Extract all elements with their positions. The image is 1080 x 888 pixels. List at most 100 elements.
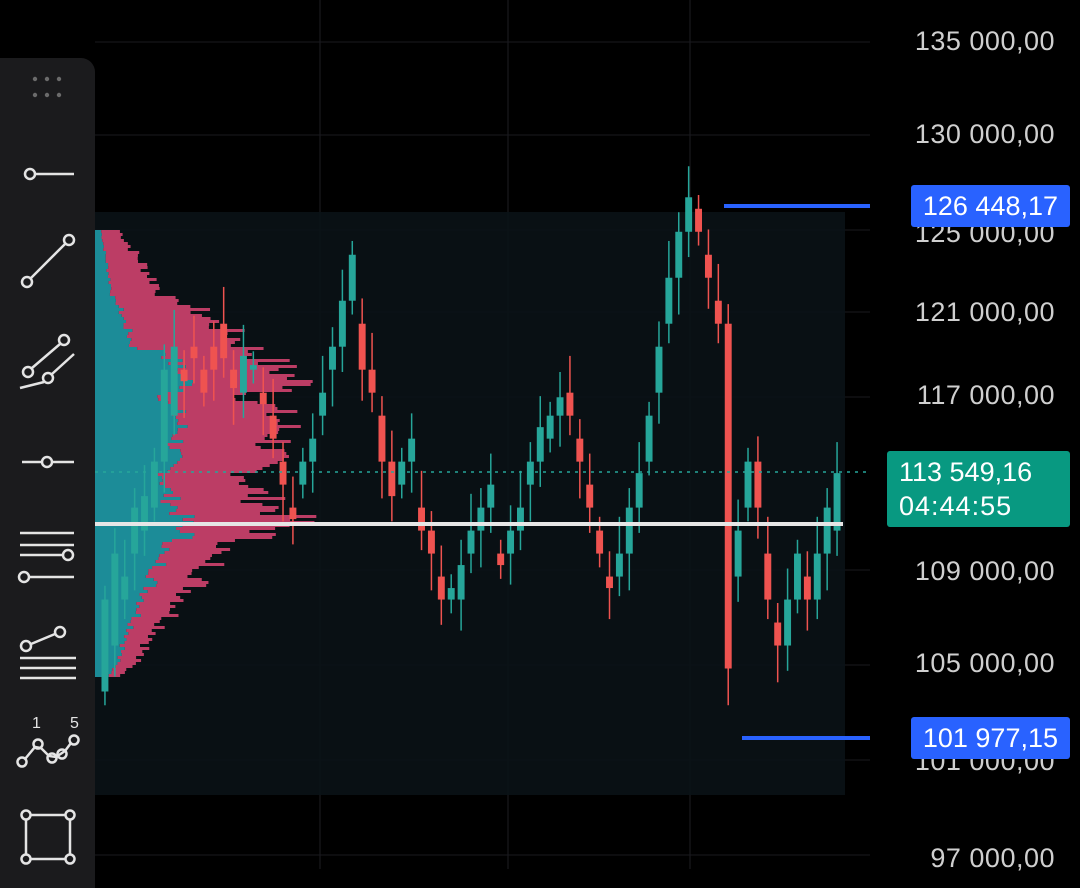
profile-bar-down: [180, 497, 286, 500]
candle-body: [319, 392, 327, 416]
drag-handle-icon[interactable]: [32, 76, 64, 100]
profile-bar-up: [95, 461, 178, 464]
profile-bar-up: [95, 302, 116, 305]
candle-body: [546, 415, 554, 439]
profile-bar-up: [95, 437, 172, 440]
profile-bar-down: [128, 632, 156, 635]
profile-bar-up: [95, 482, 160, 485]
profile-bar-down: [167, 470, 257, 473]
candle-body: [685, 197, 693, 232]
y-tick-117000: 117 000,00: [916, 380, 1055, 410]
horizontal-line-tool[interactable]: [0, 418, 95, 498]
profile-bar-up: [95, 272, 109, 275]
profile-bar-up: [95, 404, 177, 407]
profile-bar-up: [95, 638, 127, 641]
profile-bar-up: [95, 341, 130, 344]
profile-bar-up: [95, 398, 159, 401]
rectangle-icon: [20, 809, 76, 865]
profile-bar-down: [192, 383, 311, 386]
price-chart[interactable]: [0, 0, 1080, 869]
trend-line-tool[interactable]: [0, 220, 95, 300]
candle-body: [309, 438, 317, 462]
horizontal-ray-icon: [23, 167, 74, 181]
pitchfork-tool[interactable]: [0, 610, 95, 690]
horizontal-ray-tool[interactable]: [0, 128, 95, 208]
profile-bar-up: [95, 479, 163, 482]
y-tick-97000: 97 000,00: [930, 843, 1055, 873]
profile-bar-down: [164, 551, 222, 554]
pattern-label-1: 1: [32, 715, 41, 732]
profile-bar-down: [143, 599, 184, 602]
profile-bar-down: [184, 374, 295, 377]
pitchfork-icon: [19, 625, 76, 680]
profile-bar-down: [167, 443, 256, 446]
candle-body: [556, 397, 564, 416]
profile-bar-up: [95, 350, 164, 353]
rectangle-tool[interactable]: [0, 793, 95, 873]
profile-bar-up: [95, 455, 183, 458]
parallel-channel-tool[interactable]: [0, 320, 95, 400]
profile-bar-down: [112, 668, 127, 671]
candle-body: [249, 365, 257, 370]
profile-bar-up: [95, 569, 149, 572]
profile-bar-down: [139, 593, 177, 596]
profile-bar-up: [95, 374, 185, 377]
profile-bar-down: [130, 620, 160, 623]
profile-bar-up: [95, 497, 181, 500]
profile-bar-down: [180, 449, 285, 452]
profile-bar-up: [95, 575, 146, 578]
candle-body: [230, 369, 238, 389]
profile-bar-up: [95, 434, 173, 437]
fib-retracement-tool[interactable]: [0, 513, 95, 593]
profile-bar-down: [105, 257, 138, 260]
candle-body: [655, 346, 663, 393]
profile-bar-up: [95, 599, 144, 602]
profile-bar-up: [95, 359, 183, 362]
profile-bar-down: [101, 236, 121, 239]
candle-body: [833, 473, 841, 531]
profile-bar-down: [115, 299, 179, 302]
profile-bar-down: [172, 413, 267, 416]
candle-body: [635, 473, 643, 508]
profile-bar-down: [166, 563, 225, 566]
profile-bar-up: [95, 545, 162, 548]
profile-bar-down: [155, 560, 206, 563]
candle-body: [724, 323, 732, 669]
profile-bar-up: [95, 467, 171, 470]
profile-bar-down: [171, 539, 235, 542]
profile-bar-up: [95, 242, 104, 245]
xabcd-pattern-tool[interactable]: 1 5: [0, 698, 95, 778]
profile-bar-up: [95, 314, 122, 317]
profile-bar-up: [95, 317, 124, 320]
candle-body: [526, 461, 534, 485]
profile-bar-up: [95, 293, 110, 296]
profile-bar-up: [95, 251, 107, 254]
candle-body: [714, 300, 722, 324]
profile-bar-down: [145, 575, 188, 578]
profile-bar-down: [106, 251, 140, 254]
profile-bar-down: [110, 290, 156, 293]
profile-bar-down: [177, 368, 279, 371]
profile-bar-down: [155, 473, 231, 476]
profile-bar-up: [95, 263, 109, 266]
candle-body: [329, 346, 336, 370]
profile-bar-up: [95, 536, 193, 539]
profile-bar-up: [95, 401, 169, 404]
candle-body: [586, 484, 594, 508]
profile-bar-up: [95, 494, 164, 497]
candle-body: [378, 415, 386, 462]
profile-bar-down: [105, 260, 139, 263]
profile-bar-down: [137, 347, 264, 350]
profile-bar-down: [172, 434, 268, 437]
candle-body: [457, 565, 465, 600]
candle-body: [734, 530, 742, 577]
candle-body: [794, 553, 801, 600]
profile-bar-down: [133, 626, 165, 629]
candle-body: [615, 553, 623, 577]
candle-body: [398, 461, 406, 485]
profile-bar-down: [118, 311, 191, 314]
profile-bar-up: [95, 476, 162, 479]
profile-bar-down: [170, 467, 263, 470]
candle-body: [754, 461, 762, 508]
profile-bar-up: [95, 470, 168, 473]
